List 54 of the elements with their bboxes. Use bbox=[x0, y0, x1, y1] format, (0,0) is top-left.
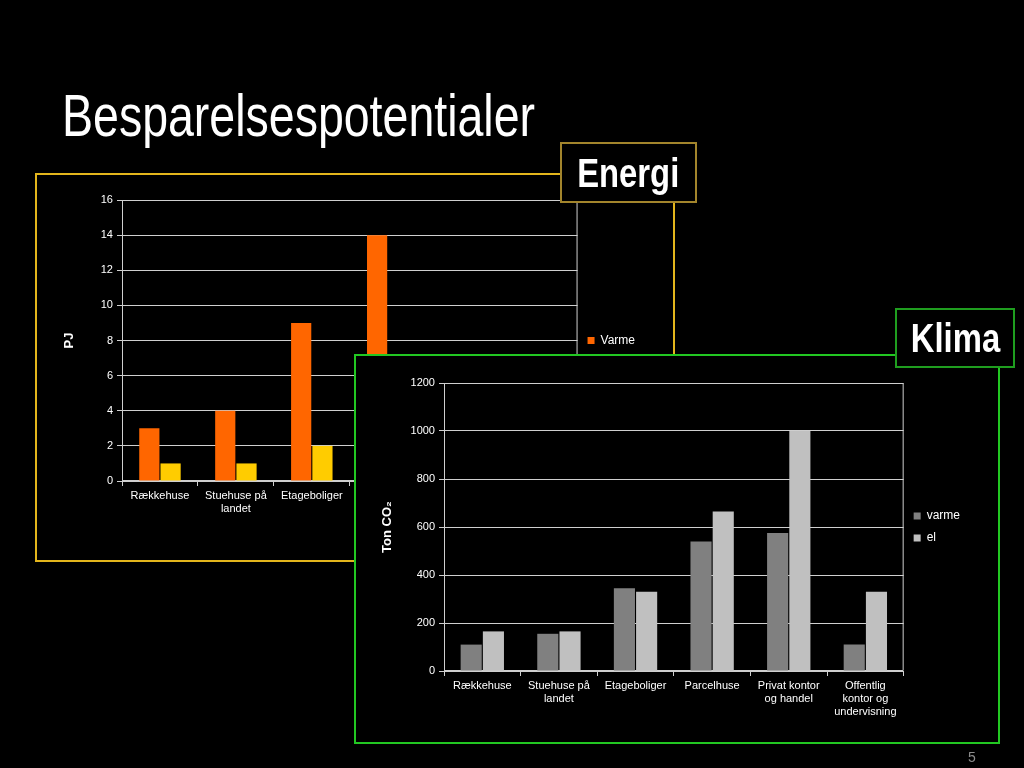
y-axis-title: PJ bbox=[61, 332, 77, 349]
legend-label: Varme bbox=[600, 332, 636, 347]
y-tick-label: 2 bbox=[106, 438, 113, 451]
chart-title: Besparelsespotentialer bbox=[62, 82, 536, 149]
bar bbox=[636, 591, 658, 671]
x-tick-label: Rækkehuse bbox=[452, 678, 512, 691]
x-tick-label: Offentlig kontor og undervisning bbox=[834, 678, 897, 718]
bar bbox=[537, 633, 559, 671]
chart-subtitle: Energi bbox=[577, 150, 680, 195]
bar bbox=[312, 445, 333, 481]
y-tick-label: 4 bbox=[106, 403, 113, 416]
y-tick-label: 10 bbox=[100, 298, 113, 311]
bar bbox=[559, 631, 581, 671]
y-tick-label: 800 bbox=[416, 472, 435, 485]
bar bbox=[789, 431, 811, 671]
bar bbox=[160, 463, 181, 481]
y-tick-label: 14 bbox=[100, 228, 113, 241]
bar bbox=[613, 588, 635, 671]
bar bbox=[690, 541, 712, 671]
y-tick-label: 1200 bbox=[410, 376, 435, 389]
y-tick-label: 1000 bbox=[410, 424, 435, 437]
x-tick-label: Stuehuse på landet bbox=[205, 488, 268, 514]
bar bbox=[460, 644, 482, 671]
label-box: Klima bbox=[895, 308, 1015, 368]
y-axis-title: Ton CO₂ bbox=[379, 500, 395, 553]
x-tick-label: Etageboliger bbox=[280, 488, 344, 501]
bar bbox=[865, 591, 888, 671]
bar bbox=[767, 533, 789, 671]
bar bbox=[843, 644, 865, 671]
y-tick-label: 600 bbox=[416, 520, 435, 533]
x-tick-label: Privat kontor og handel bbox=[757, 678, 820, 704]
bar bbox=[139, 428, 160, 481]
legend-label: el bbox=[926, 530, 936, 545]
y-tick-label: 8 bbox=[106, 333, 113, 346]
x-tick-label: Etageboliger bbox=[604, 678, 667, 691]
y-tick-label: 200 bbox=[416, 616, 435, 629]
x-tick-label: Rækkehuse bbox=[130, 488, 190, 501]
legend-label: varme bbox=[926, 508, 961, 523]
y-tick-label: 0 bbox=[428, 664, 435, 677]
label-box: Energi bbox=[560, 142, 697, 203]
x-tick-label: Parcelhuse bbox=[684, 678, 740, 691]
bar bbox=[482, 631, 504, 671]
bar bbox=[236, 463, 257, 481]
bar bbox=[291, 322, 312, 481]
text: 5 bbox=[968, 749, 976, 765]
y-tick-label: 16 bbox=[100, 193, 113, 206]
y-tick-label: 0 bbox=[106, 474, 113, 487]
bar bbox=[712, 511, 734, 671]
x-tick-label: Stuehuse på landet bbox=[528, 678, 591, 704]
y-tick-label: 400 bbox=[416, 568, 435, 581]
bar bbox=[215, 410, 236, 481]
chart-title: Klima bbox=[910, 316, 1000, 360]
y-tick-label: 12 bbox=[100, 263, 113, 276]
y-tick-label: 6 bbox=[106, 368, 113, 381]
